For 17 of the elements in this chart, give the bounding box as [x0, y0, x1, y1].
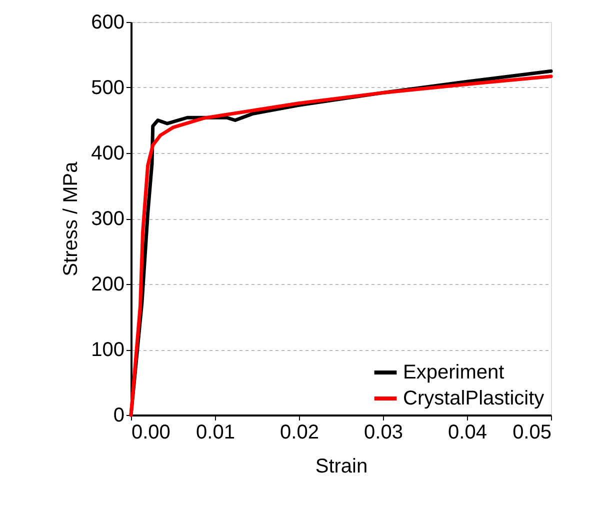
y-tick-label: 100 [91, 339, 124, 361]
y-tick-label: 200 [91, 274, 124, 296]
x-tick-label: 0.00 [132, 422, 170, 444]
y-tick-label: 500 [91, 77, 124, 99]
y-axis-title: Stress / MPa [60, 160, 82, 276]
y-tick-label: 400 [91, 142, 124, 164]
x-tick-label: 0.05 [512, 422, 552, 444]
x-tick-label: 0.04 [448, 422, 487, 444]
x-tick-label: 0.01 [196, 422, 235, 444]
x-tick-label: 0.03 [364, 422, 403, 444]
x-axis-title: Strain [315, 456, 368, 478]
legend-label: Experiment [403, 362, 505, 384]
legend-label: CrystalPlasticity [403, 388, 544, 410]
x-tick-label: 0.02 [280, 422, 319, 444]
y-tick-label: 300 [91, 208, 124, 230]
y-tick-label: 0 [113, 404, 124, 426]
y-tick-label: 600 [91, 12, 124, 34]
